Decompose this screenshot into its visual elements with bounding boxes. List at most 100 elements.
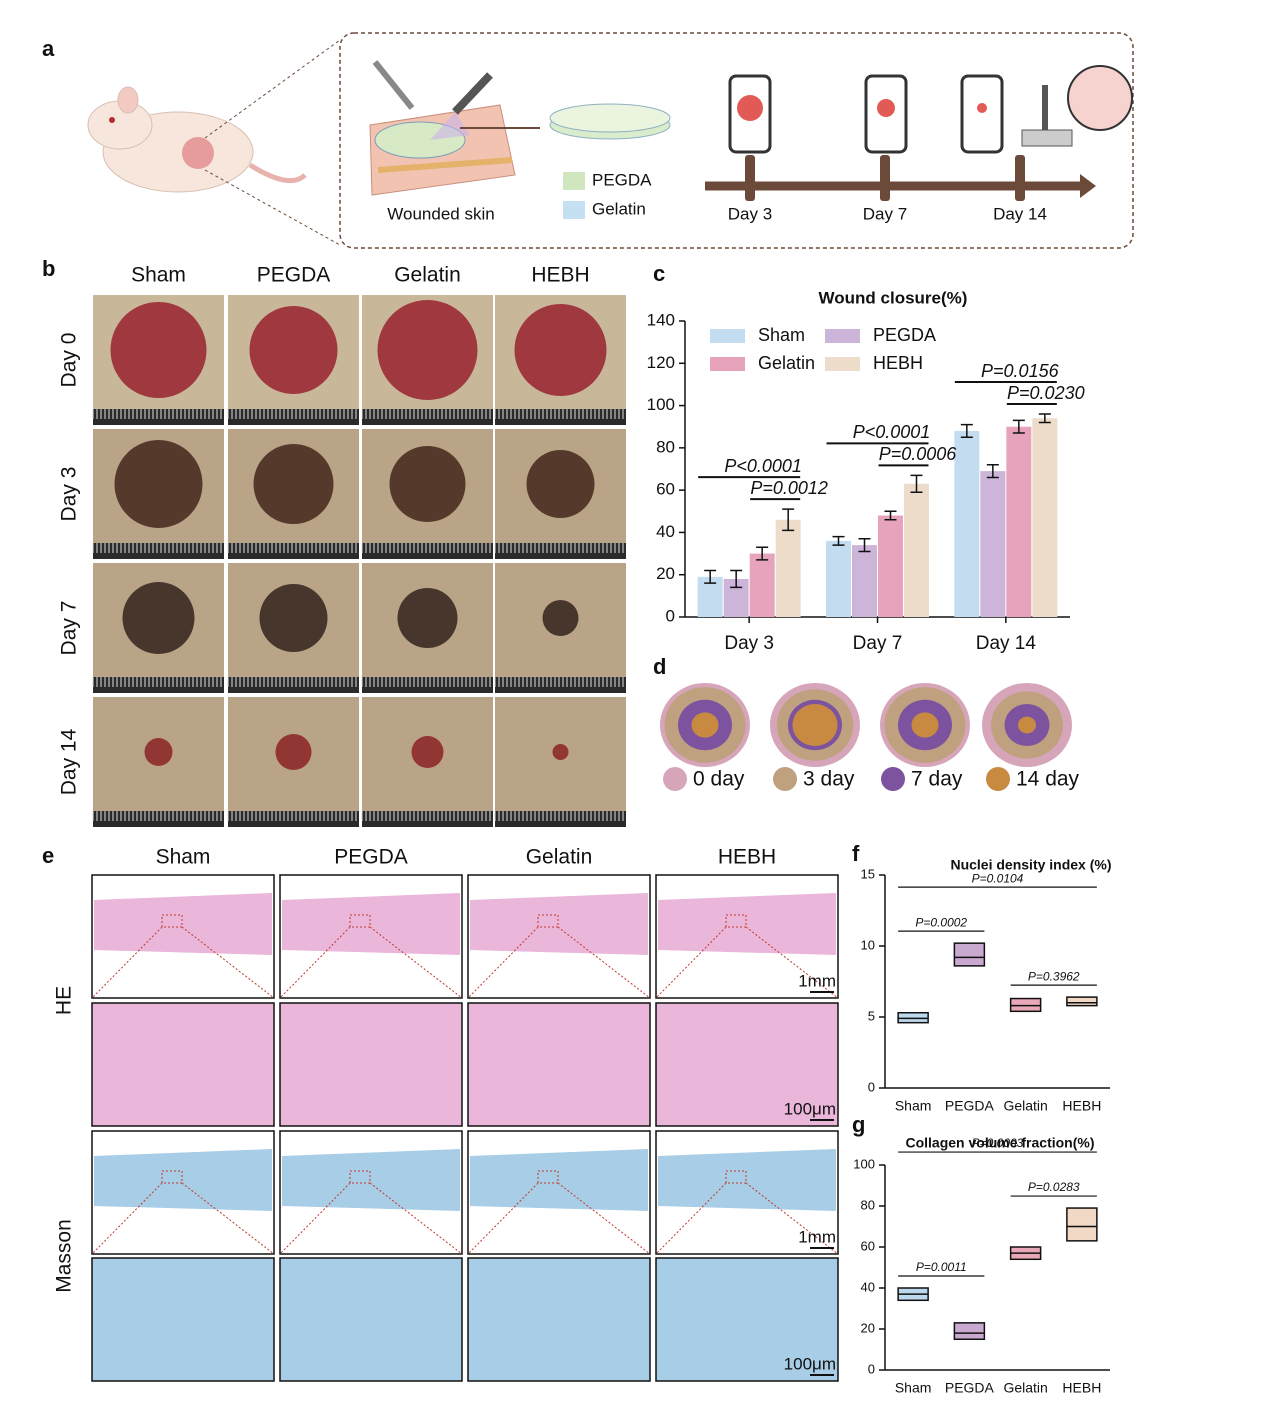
row-label: HE [53,986,76,1015]
ruler [228,677,359,693]
zoom-box [161,1170,183,1184]
tissue-section [94,893,272,955]
p-value: P=0.0002 [915,915,967,929]
y-tick-label: 40 [861,1279,875,1294]
x-tick-label: HEBH [1062,1098,1101,1114]
row-label: Day 0 [58,333,81,388]
error-bar [1012,419,1025,434]
wound-area [114,440,203,528]
error-bar [704,569,717,584]
y-tick-label: 80 [656,437,675,456]
material-label: Gelatin [592,199,646,218]
legend-label: 0 day [693,768,745,791]
ruler [362,543,493,559]
error-bar [986,464,999,479]
tissue-section [94,1149,272,1211]
timeline-illustration [705,65,1133,201]
ruler [362,409,493,425]
wound-area [275,734,312,770]
row-label: Day 7 [58,601,81,656]
bar [878,515,903,617]
error-bar [730,569,743,589]
legend-marker [986,767,1010,791]
tissue-section [470,1149,648,1211]
material-swatch [563,201,585,219]
column-header: Gelatin [526,846,593,869]
wound-trace [1018,716,1036,734]
legend-marker [663,767,687,791]
ruler [93,811,224,827]
tissue-section [658,1149,836,1211]
bar [954,430,980,617]
tissue-zoom [279,1002,463,1127]
zoom-line [557,926,651,999]
error-bar [832,535,845,546]
error-bar [858,538,871,553]
legend-label: HEBH [873,353,923,373]
wound-area [110,302,207,398]
p-value: P=0.0230 [1007,383,1085,403]
zoom-box [349,1170,371,1184]
tissue-section [282,1149,460,1211]
zoom-line [369,1182,463,1255]
zoom-line [655,1182,727,1255]
y-tick-label: 60 [861,1238,875,1253]
row-label: Day 14 [58,728,81,795]
tissue-zoom [91,1257,275,1382]
box [1066,1207,1098,1242]
tissue-zoom [655,1257,839,1382]
ruler [228,811,359,827]
wound-area [514,304,607,396]
zoom-line [745,926,839,999]
y-tick-label: 140 [647,310,675,329]
error-bar [1038,413,1051,424]
y-tick-label: 15 [861,866,875,881]
error-bar [884,510,897,521]
bar [980,471,1006,617]
ruler [228,409,359,425]
wound-area [552,744,569,760]
x-tick-label: Sham [895,1380,932,1396]
ruler [495,409,626,425]
y-tick-label: 100 [853,1156,875,1171]
column-header: PEGDA [334,846,408,869]
x-tick-label: Gelatin [1003,1380,1047,1396]
scale-bar-label: 1mm [798,1227,836,1246]
wound-photo [495,697,626,827]
zoom-line [181,1182,275,1255]
ruler [228,543,359,559]
p-value: P<0.0001 [853,422,931,442]
chart-title: Collagen volume fraction(%) [905,1135,1094,1151]
y-tick-label: 0 [666,606,675,625]
zoom-line [467,1182,539,1255]
tissue-zoom [655,1002,839,1127]
bar [1032,418,1058,617]
p-value: P=0.0011 [916,1260,967,1274]
wound-trace [792,704,838,746]
ruler [362,811,493,827]
tissue-section [282,893,460,955]
zoom-line [369,926,463,999]
tissue-section [658,893,836,955]
wound-area [411,736,444,768]
tissue-zoom [91,1002,275,1127]
zoom-line [467,926,539,999]
legend-marker [881,767,905,791]
legend-swatch [710,357,745,371]
y-tick-label: 120 [647,353,675,372]
panel-label: a [42,36,55,61]
legend-marker [773,767,797,791]
ruler [495,811,626,827]
error-bar [756,546,769,561]
box [1066,996,1098,1007]
panel-label: b [42,256,55,281]
y-tick-label: 20 [656,564,675,583]
bar [749,553,775,617]
zoom-line [91,1182,163,1255]
column-header: Gelatin [394,264,461,287]
column-header: HEBH [718,846,776,869]
x-tick-label: Day 3 [724,633,774,654]
zoom-box [537,914,559,928]
skin-illustration [369,60,671,196]
y-tick-label: 5 [868,1008,875,1023]
